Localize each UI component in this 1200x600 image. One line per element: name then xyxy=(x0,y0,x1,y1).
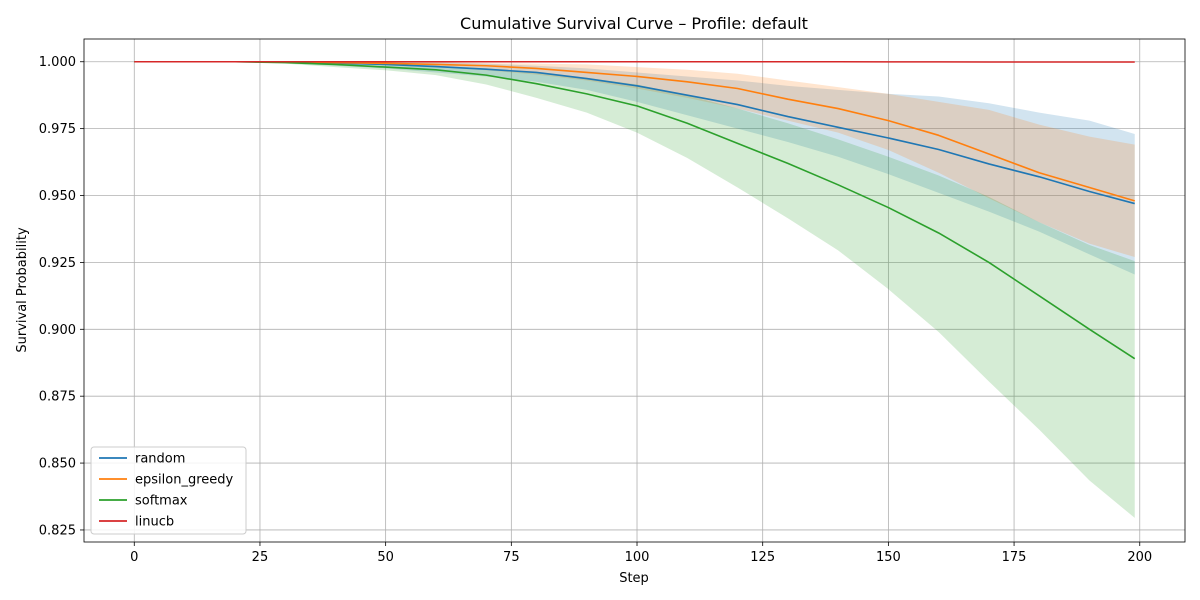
y-tick-label-2: 0.875 xyxy=(39,390,76,405)
y-tick-label-7: 1.000 xyxy=(39,55,76,70)
y-tick-label-5: 0.950 xyxy=(39,189,76,204)
x-tick-label-7: 175 xyxy=(1002,550,1027,565)
x-tick-label-2: 50 xyxy=(377,550,394,565)
x-axis-label: Step xyxy=(619,571,649,586)
band-softmax xyxy=(134,61,1135,518)
x-tick-label-0: 0 xyxy=(130,550,138,565)
legend-label-softmax: softmax xyxy=(135,494,188,509)
legend-label-linucb: linucb xyxy=(135,515,174,530)
axes-frame xyxy=(83,38,1186,543)
band-random xyxy=(134,61,1135,275)
x-tick-label-3: 75 xyxy=(503,550,520,565)
legend-label-random: random xyxy=(135,452,185,467)
x-tick-label-5: 125 xyxy=(750,550,775,565)
x-tick-label-6: 150 xyxy=(876,550,901,565)
y-tick-label-4: 0.925 xyxy=(39,256,76,271)
legend-box xyxy=(90,446,247,535)
y-axis-label: Survival Probability xyxy=(15,227,30,353)
y-tick-label-0: 0.825 xyxy=(39,523,76,538)
plot-area xyxy=(84,39,1185,542)
x-tick-label-1: 25 xyxy=(252,550,269,565)
x-tick-label-4: 100 xyxy=(625,550,650,565)
y-tick-label-1: 0.850 xyxy=(39,457,76,472)
y-tick-label-6: 0.975 xyxy=(39,122,76,137)
x-tick-label-8: 200 xyxy=(1127,550,1152,565)
chart-title: Cumulative Survival Curve – Profile: def… xyxy=(460,14,808,33)
y-tick-label-3: 0.900 xyxy=(39,323,76,338)
band-epsilon-greedy xyxy=(134,61,1135,258)
line-softmax xyxy=(134,60,1136,360)
legend-label-epsilon-greedy: epsilon_greedy xyxy=(135,473,233,488)
